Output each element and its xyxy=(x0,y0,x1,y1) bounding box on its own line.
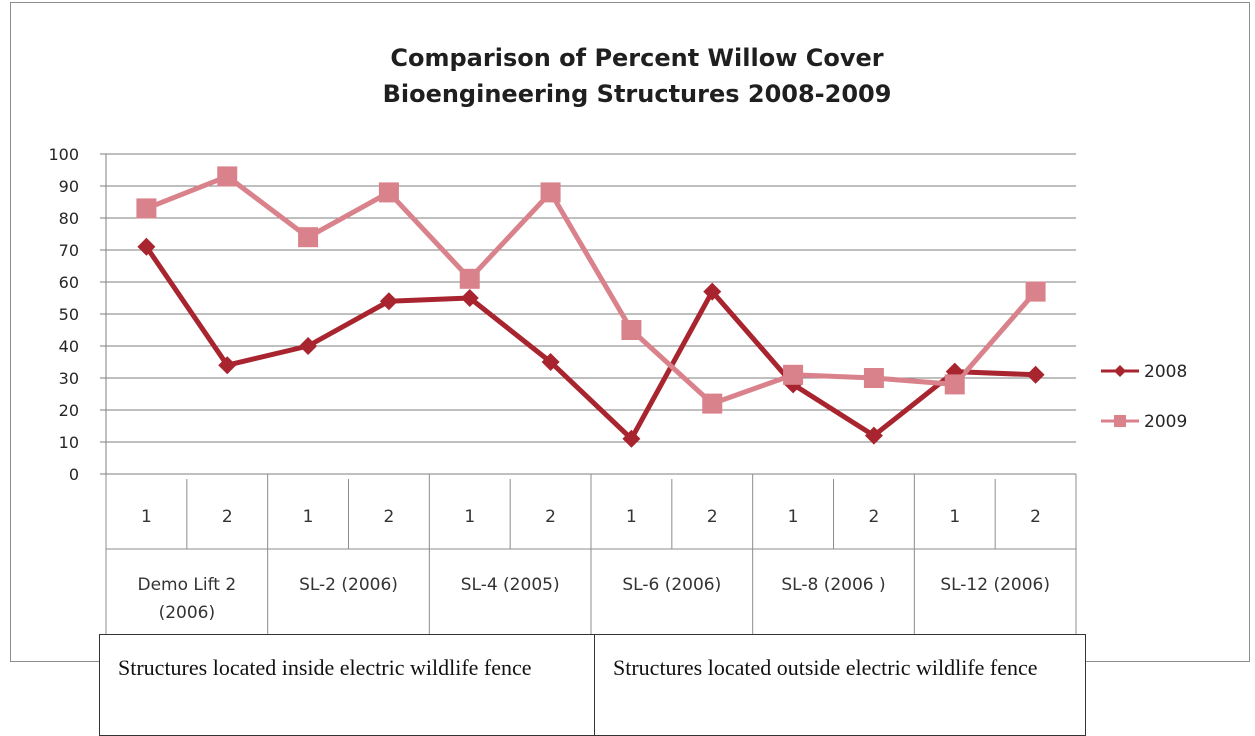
y-axis-ticks: 0 10 20 30 40 50 60 70 80 90 100 xyxy=(48,145,79,484)
data-point-2008 xyxy=(299,337,318,355)
group-label: Demo Lift 2 xyxy=(137,575,236,595)
data-point-2009 xyxy=(459,268,480,289)
x-tick-label: 2 xyxy=(707,507,718,527)
data-point-2009 xyxy=(298,227,319,248)
y-tick-label: 40 xyxy=(59,337,79,356)
legend-marker-2008 xyxy=(1114,365,1126,377)
y-tick-label: 20 xyxy=(59,401,79,420)
data-point-2008 xyxy=(622,429,641,448)
x-tick-label: 2 xyxy=(1030,507,1041,527)
data-point-2009 xyxy=(378,182,399,203)
note-inside-fence: Structures located inside electric wildl… xyxy=(99,634,595,736)
legend: 2008 2009 xyxy=(1101,362,1187,432)
x-tick-label: 1 xyxy=(788,507,799,527)
data-point-2008 xyxy=(703,282,722,301)
data-point-2009 xyxy=(136,198,157,219)
chart-frame: Comparison of Percent Willow Cover Bioen… xyxy=(10,2,1250,662)
x-tick-label: 1 xyxy=(464,507,475,527)
group-label: SL-6 (2006) xyxy=(622,575,721,595)
data-point-2008 xyxy=(541,353,560,371)
x-tick-label: 2 xyxy=(384,507,395,527)
x-tick-label: 2 xyxy=(869,507,880,527)
series-lines xyxy=(144,173,1038,442)
y-tick-label: 30 xyxy=(59,369,79,388)
series-markers xyxy=(136,166,1046,448)
legend-label-2009: 2009 xyxy=(1144,412,1187,432)
group-label-line2: (2006) xyxy=(159,603,216,623)
data-point-2008 xyxy=(137,237,156,256)
data-point-2008 xyxy=(218,356,237,375)
legend-marker-2009 xyxy=(1114,415,1126,427)
data-point-2009 xyxy=(702,393,723,414)
x-tick-label: 1 xyxy=(626,507,637,527)
data-point-2009 xyxy=(621,320,642,340)
y-tick-label: 0 xyxy=(69,465,79,484)
note-outside-fence: Structures located outside electric wild… xyxy=(594,634,1086,736)
line-chart: Comparison of Percent Willow Cover Bioen… xyxy=(48,44,1187,635)
data-point-2009 xyxy=(540,182,561,203)
x-tick-label: 1 xyxy=(141,507,152,527)
y-tick-label: 10 xyxy=(59,433,79,452)
data-point-2009 xyxy=(1025,281,1046,302)
group-label: SL-4 (2005) xyxy=(461,575,560,595)
data-point-2009 xyxy=(944,374,965,395)
x-tick-label: 1 xyxy=(303,507,314,527)
group-label: SL-8 (2006 ) xyxy=(781,575,885,595)
y-tick-label: 90 xyxy=(59,177,79,196)
category-table: 1 2 1 2 1 2 1 2 1 2 1 2 Demo Lift 2 (2006) SL-2 (2006)… xyxy=(105,474,1077,635)
legend-label-2008: 2008 xyxy=(1144,362,1187,382)
series-line-2009 xyxy=(145,173,1038,407)
data-point-2008 xyxy=(460,289,479,307)
x-tick-label: 1 xyxy=(949,507,960,527)
y-tick-label: 60 xyxy=(59,273,79,292)
data-point-2008 xyxy=(864,426,883,445)
data-point-2009 xyxy=(863,368,884,388)
y-tick-label: 100 xyxy=(48,145,79,164)
y-tick-label: 50 xyxy=(59,305,79,324)
y-tick-label: 80 xyxy=(59,209,79,228)
x-tick-label: 2 xyxy=(545,507,556,527)
chart-subtitle: Bioengineering Structures 2008-2009 xyxy=(383,80,892,108)
y-tick-label: 70 xyxy=(59,241,79,260)
data-point-2009 xyxy=(217,166,238,187)
data-point-2008 xyxy=(379,292,398,311)
x-tick-label: 2 xyxy=(222,507,233,527)
data-point-2009 xyxy=(783,364,804,385)
gridlines xyxy=(100,153,1076,475)
chart-title: Comparison of Percent Willow Cover xyxy=(390,44,883,72)
series-line-2008 xyxy=(144,245,1036,442)
group-label: SL-2 (2006) xyxy=(299,575,398,595)
data-point-2008 xyxy=(1026,365,1045,384)
group-label: SL-12 (2006) xyxy=(940,575,1050,595)
